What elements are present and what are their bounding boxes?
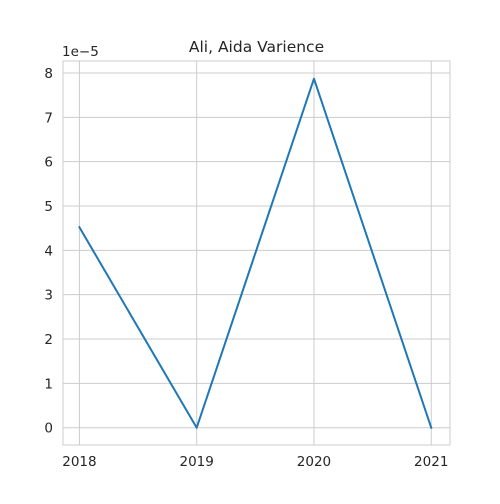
y-tick-label: 3 [44, 288, 53, 304]
y-tick-label: 7 [44, 110, 53, 126]
y-tick-label: 6 [44, 155, 53, 171]
y-tick-label: 5 [44, 199, 53, 215]
x-tick-label: 2018 [62, 454, 96, 470]
x-tick-label: 2019 [180, 454, 214, 470]
y-tick-label: 2 [44, 332, 53, 348]
x-tick-label: 2020 [297, 454, 331, 470]
chart-title: Ali, Aida Varience [189, 38, 324, 56]
y-tick-label: 4 [44, 243, 53, 259]
y-tick-label: 0 [44, 421, 53, 437]
x-tick-label: 2021 [414, 454, 448, 470]
y-tick-label: 1 [44, 376, 53, 392]
y-axis-offset-label: 1e−5 [62, 44, 99, 60]
y-axis-ticks: 0 1 2 3 4 5 6 7 8 [44, 66, 53, 437]
y-tick-label: 8 [44, 66, 53, 82]
